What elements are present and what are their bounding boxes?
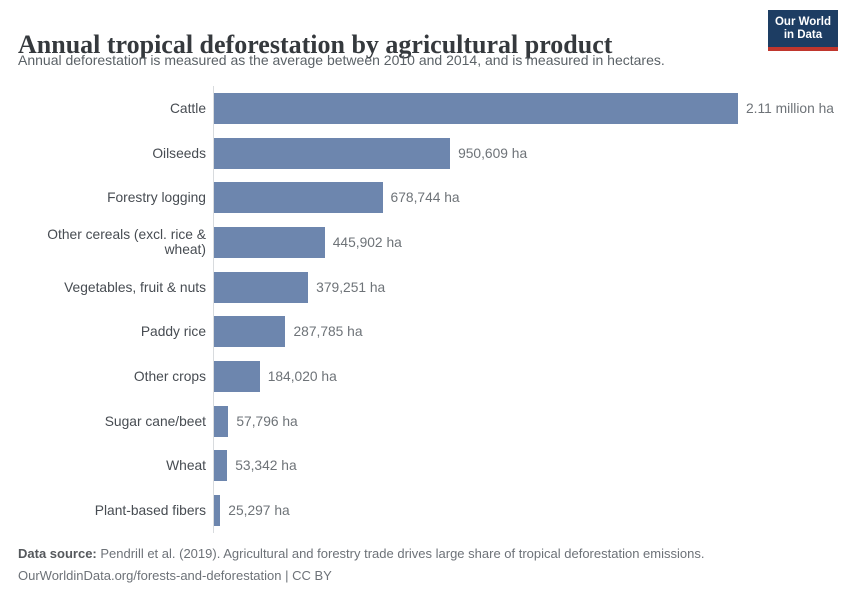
bar[interactable]	[214, 226, 325, 258]
category-label: Paddy rice	[140, 324, 206, 340]
chart-row: Oilseeds 950,609 ha	[18, 130, 832, 176]
category-label: Plant-based fibers	[94, 503, 206, 519]
bar-area: 53,342 ha	[213, 443, 832, 489]
category-label: Sugar cane/beet	[104, 413, 206, 429]
value-label: 287,785 ha	[293, 324, 363, 340]
value-label: 445,902 ha	[332, 234, 402, 250]
value-label: 184,020 ha	[267, 368, 337, 384]
owid-logo[interactable]: Our World in Data	[767, 10, 838, 51]
bar[interactable]	[214, 495, 221, 527]
owid-logo-line2: in Data	[783, 29, 823, 41]
bar-area: 184,020 ha	[213, 354, 832, 399]
chart-row: Wheat 53,342 ha	[18, 443, 832, 489]
bar-area: 25,297 ha	[213, 488, 832, 533]
category-label: Other cereals (excl. rice & wheat)	[47, 227, 206, 258]
value-label: 379,251 ha	[316, 279, 386, 295]
category-label: Oilseeds	[152, 145, 206, 161]
chart-footer: Data source: Pendrill et al. (2019). Agr…	[18, 543, 832, 587]
chart-row: Paddy rice 287,785 ha	[18, 309, 832, 355]
bar[interactable]	[214, 137, 451, 169]
owid-logo-line1: Our World	[774, 16, 831, 28]
bar-area: 287,785 ha	[213, 309, 832, 355]
chart-row: Vegetables, fruit & nuts 379,251 ha	[18, 264, 832, 310]
bar[interactable]	[214, 316, 286, 348]
category-label: Other crops	[133, 368, 206, 384]
value-label: 950,609 ha	[458, 145, 528, 161]
bar[interactable]	[214, 271, 309, 303]
chart-row: Other crops 184,020 ha	[18, 354, 832, 399]
bar[interactable]	[214, 92, 738, 124]
license-line: OurWorldinData.org/forests-and-deforesta…	[18, 568, 332, 583]
chart-row: Cattle 2.11 million ha	[18, 86, 834, 131]
bar[interactable]	[214, 182, 383, 214]
bar[interactable]	[214, 450, 228, 482]
data-source-text: Pendrill et al. (2019). Agricultural and…	[96, 546, 705, 561]
chart-row: Plant-based fibers 25,297 ha	[18, 488, 832, 533]
value-label: 57,796 ha	[236, 413, 298, 429]
bar-area: 950,609 ha	[213, 130, 832, 176]
category-label: Wheat	[166, 458, 206, 474]
chart-rows: Cattle 2.11 million ha Oilseeds 950,609 ha F…	[18, 86, 834, 533]
bar[interactable]	[214, 360, 260, 392]
bar-area: 445,902 ha	[213, 220, 832, 265]
value-label: 25,297 ha	[228, 503, 290, 519]
category-label: Cattle	[169, 100, 206, 116]
chart-row: Sugar cane/beet 57,796 ha	[18, 398, 832, 444]
page-title: Annual tropical deforestation by agricul…	[18, 30, 613, 60]
chart-row: Other cereals (excl. rice & wheat) 445,90…	[18, 220, 832, 265]
bar-area: 379,251 ha	[213, 264, 832, 310]
category-label: Vegetables, fruit & nuts	[64, 279, 206, 295]
value-label: 2.11 million ha	[746, 100, 834, 116]
category-label: Forestry logging	[107, 190, 206, 206]
data-source-label: Data source:	[18, 546, 97, 561]
bar-area: 57,796 ha	[213, 398, 832, 444]
value-label: 53,342 ha	[235, 458, 297, 474]
chart-subtitle: Annual deforestation is measured as the …	[18, 52, 665, 68]
chart-row: Forestry logging 678,744 ha	[18, 175, 832, 221]
bar[interactable]	[214, 405, 229, 437]
bar-chart: Cattle 2.11 million ha Oilseeds 950,609 ha F…	[18, 86, 834, 533]
bar-area: 2.11 million ha	[213, 86, 834, 131]
bar-area: 678,744 ha	[213, 175, 832, 221]
data-source-line: Data source: Pendrill et al. (2019). Agr…	[18, 543, 832, 565]
value-label: 678,744 ha	[390, 190, 460, 206]
